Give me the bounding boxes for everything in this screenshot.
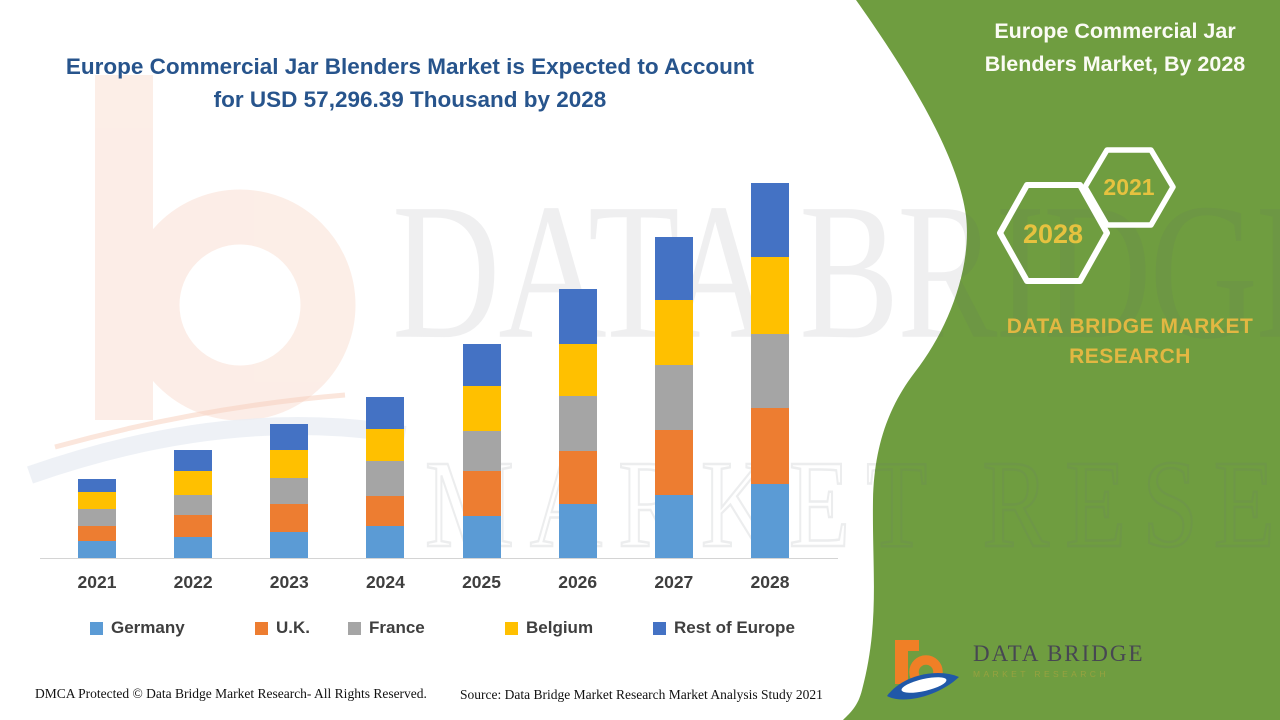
bar-segment-u-k--2021	[78, 525, 116, 542]
logo-name: DATA BRIDGE	[973, 641, 1145, 666]
bar-segment-belgium-2024	[366, 429, 405, 462]
legend-swatch-icon	[653, 621, 666, 635]
legend-swatch-icon	[505, 621, 518, 635]
legend-item-belgium: Belgium	[505, 618, 593, 638]
page-title-line1: Europe Commercial Jar Blenders Market is…	[65, 54, 755, 79]
bar-2028	[750, 183, 789, 558]
bar-segment-germany-2022	[174, 537, 213, 558]
bar-segment-germany-2021	[78, 541, 116, 558]
bar-segment-u-k--2022	[174, 515, 213, 538]
bar-segment-germany-2025	[462, 515, 501, 558]
hexagon-2021-label: 2021	[1103, 174, 1154, 200]
bar-segment-germany-2023	[270, 532, 309, 558]
brand-text-line2: RESEARCH	[1069, 345, 1191, 368]
hexagon-2028-label: 2028	[1023, 219, 1083, 249]
x-axis-label-2024: 2024	[365, 572, 405, 592]
panel-title-line1: Europe Commercial Jar	[994, 19, 1236, 43]
legend-label: Germany	[111, 618, 185, 637]
dbmr-logo-mark-icon	[887, 640, 959, 700]
bar-segment-rest-of-europe-2023	[270, 424, 309, 451]
bar-segment-france-2025	[462, 430, 501, 471]
legend-label: U.K.	[276, 618, 310, 637]
bar-segment-france-2024	[366, 461, 405, 497]
bar-segment-france-2027	[654, 364, 693, 430]
logo-tagline: MARKET RESEARCH	[973, 669, 1109, 679]
legend: Germany U.K. France Belgium Rest of Europe	[0, 618, 840, 644]
legend-item-u-k-: U.K.	[255, 618, 310, 638]
x-axis-label-2028: 2028	[750, 572, 790, 592]
plot-area	[40, 149, 838, 559]
page-title-line2: for USD 57,296.39 Thousand by 2028	[213, 87, 607, 112]
bar-segment-germany-2026	[558, 504, 597, 558]
bar-segment-u-k--2028	[750, 408, 789, 485]
bar-segment-u-k--2023	[270, 504, 309, 533]
bar-segment-germany-2028	[750, 484, 789, 558]
bar-2026	[558, 289, 597, 558]
hexagon-2028: 2028	[997, 182, 1110, 284]
bar-2021	[78, 478, 116, 558]
bar-segment-belgium-2026	[558, 344, 597, 397]
bar-segment-belgium-2022	[174, 470, 213, 495]
bar-segment-france-2023	[270, 478, 309, 505]
bar-segment-rest-of-europe-2024	[366, 397, 405, 430]
dbmr-logo-text: DATA BRIDGE MARKET RESEARCH	[973, 632, 1145, 680]
legend-label: France	[369, 618, 425, 637]
bar-segment-belgium-2023	[270, 450, 309, 479]
bar-segment-u-k--2025	[462, 470, 501, 516]
legend-label: Belgium	[526, 618, 594, 637]
bar-segment-u-k--2026	[558, 451, 597, 505]
footer-dmca: DMCA Protected © Data Bridge Market Rese…	[35, 686, 427, 701]
legend-item-germany: Germany	[90, 618, 185, 638]
legend-item-rest-of-europe: Rest of Europe	[653, 618, 795, 638]
x-axis-label-2026: 2026	[558, 572, 598, 592]
page-title: Europe Commercial Jar Blenders Market is…	[55, 50, 765, 116]
bar-segment-rest-of-europe-2026	[558, 289, 597, 345]
bar-segment-france-2021	[78, 509, 116, 526]
bar-2024	[366, 397, 405, 558]
bar-segment-rest-of-europe-2022	[174, 449, 213, 471]
legend-swatch-icon	[348, 621, 361, 635]
bar-segment-belgium-2028	[750, 257, 789, 335]
legend-swatch-icon	[90, 621, 103, 635]
x-axis-label-2022: 2022	[173, 572, 213, 592]
bar-segment-germany-2027	[654, 494, 693, 558]
bar-2023	[270, 424, 309, 558]
hexagon-badges: 2021 2028	[997, 147, 1176, 284]
bar-segment-belgium-2025	[462, 386, 501, 431]
bar-segment-france-2028	[750, 334, 789, 409]
bar-segment-u-k--2024	[366, 496, 405, 526]
legend-label: Rest of Europe	[674, 618, 795, 637]
bar-2027	[654, 236, 693, 558]
footer-source: Source: Data Bridge Market Research Mark…	[460, 687, 823, 702]
bar-segment-rest-of-europe-2025	[462, 343, 501, 387]
bar-segment-belgium-2021	[78, 492, 116, 510]
bar-2022	[174, 449, 213, 558]
hexagon-2021: 2021	[1082, 147, 1176, 228]
brand-text-line1: DATA BRIDGE MARKET	[1006, 315, 1254, 338]
bar-2025	[462, 343, 501, 558]
x-axis-label-2025: 2025	[462, 572, 502, 592]
b-logo-watermark-icon	[27, 75, 407, 484]
bar-segment-france-2026	[558, 396, 597, 452]
x-axis-label-2021: 2021	[77, 572, 117, 592]
bar-segment-u-k--2027	[654, 430, 693, 495]
x-axis-label-2027: 2027	[654, 572, 694, 592]
bar-segment-rest-of-europe-2028	[750, 183, 789, 258]
panel-title-line2: Blenders Market, By 2028	[984, 52, 1246, 76]
x-axis: 2021 2022 2023 2024 2025 2026 2027 2028	[40, 572, 838, 602]
legend-item-france: France	[348, 618, 425, 638]
brand-text: DATA BRIDGE MARKET RESEARCH	[985, 312, 1275, 372]
bar-segment-germany-2024	[366, 525, 405, 558]
bar-segment-france-2022	[174, 495, 213, 516]
panel-title: Europe Commercial Jar Blenders Market, B…	[950, 15, 1280, 81]
bar-segment-belgium-2027	[654, 299, 693, 365]
legend-swatch-icon	[255, 621, 268, 635]
bar-segment-rest-of-europe-2021	[78, 478, 116, 493]
bar-segment-rest-of-europe-2027	[654, 236, 693, 300]
x-axis-label-2023: 2023	[269, 572, 309, 592]
dbmr-logo: DATA BRIDGE MARKET RESEARCH	[885, 632, 1145, 712]
